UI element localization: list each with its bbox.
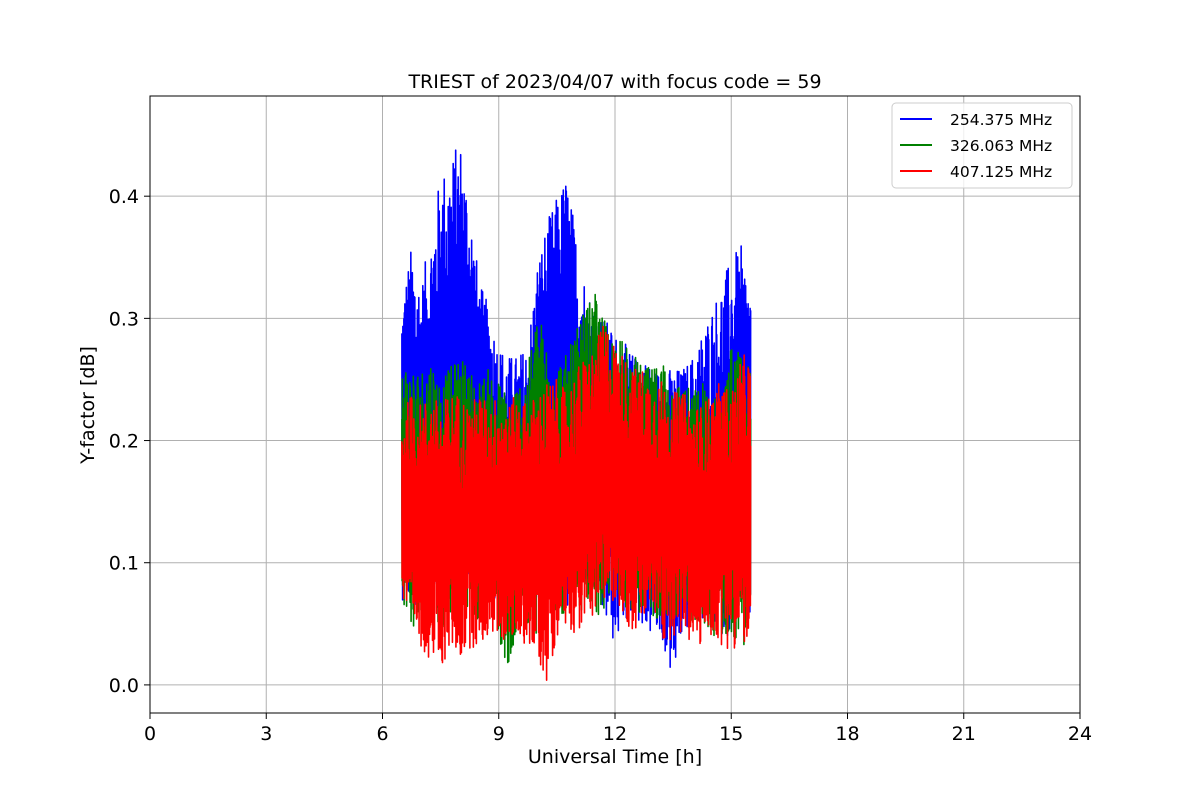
x-tick-label: 3 bbox=[260, 723, 272, 745]
x-tick-label: 24 bbox=[1068, 723, 1092, 745]
x-tick-label: 6 bbox=[376, 723, 388, 745]
series-layer bbox=[401, 149, 752, 681]
y-tick-label: 0.1 bbox=[109, 553, 139, 575]
legend-box bbox=[891, 102, 1073, 189]
y-tick-label: 0.4 bbox=[109, 186, 139, 208]
y-axis-ticks: 0.0 0.1 0.2 0.3 0.4 bbox=[109, 186, 150, 697]
x-tick-label: 15 bbox=[719, 723, 743, 745]
x-tick-label: 0 bbox=[144, 723, 156, 745]
legend-entry-label: 254.375 MHz bbox=[950, 111, 1052, 129]
legend-entry-label: 407.125 MHz bbox=[950, 163, 1052, 181]
y-axis-label: Y-factor [dB] bbox=[77, 346, 99, 465]
legend: 254.375 MHz 326.063 MHz 407.125 MHz bbox=[891, 102, 1073, 189]
x-tick-label: 9 bbox=[493, 723, 505, 745]
y-tick-label: 0.3 bbox=[109, 308, 139, 330]
x-tick-label: 21 bbox=[952, 723, 976, 745]
y-tick-label: 0.0 bbox=[109, 675, 139, 697]
x-tick-label: 12 bbox=[603, 723, 627, 745]
chart-title: TRIEST of 2023/04/07 with focus code = 5… bbox=[407, 71, 821, 93]
legend-entry-label: 326.063 MHz bbox=[950, 137, 1052, 155]
x-axis-label: Universal Time [h] bbox=[528, 746, 702, 768]
x-tick-label: 18 bbox=[835, 723, 859, 745]
series-line-3 bbox=[401, 325, 752, 681]
y-tick-label: 0.2 bbox=[109, 431, 139, 453]
x-axis-ticks: 0 3 6 9 12 15 18 21 24 bbox=[144, 713, 1092, 745]
